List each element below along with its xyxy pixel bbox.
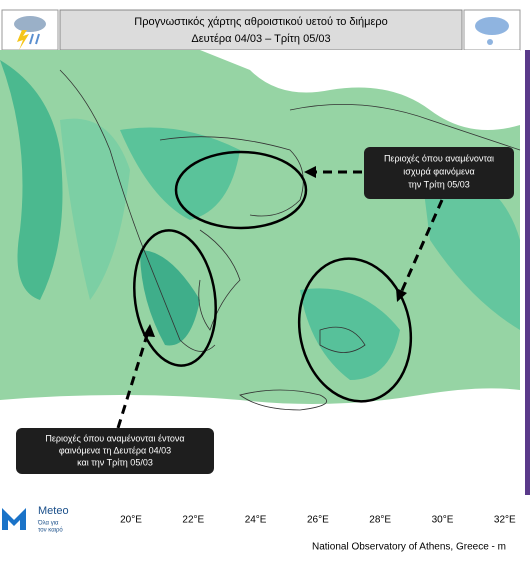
title-line: Προγνωστικός χάρτης αθροιστικού υετού το… xyxy=(134,16,387,28)
title-bar xyxy=(59,9,463,51)
rain-icon xyxy=(475,17,509,45)
lon-label: 24°E xyxy=(245,515,267,526)
logo-name: Meteo xyxy=(38,505,69,517)
logo: Meteo Όλα για τον καιρό xyxy=(2,505,69,534)
lon-labels: 20°E 22°E 24°E 26°E 28°E 30°E 32°E xyxy=(120,515,516,526)
storm-icon xyxy=(14,16,46,50)
lon-label: 28°E xyxy=(369,515,391,526)
callout-text: φαινόμενα τη Δευτέρα 04/03 xyxy=(59,445,171,455)
logo-tagline: Όλα για xyxy=(37,521,59,527)
lon-label: 20°E xyxy=(120,515,142,526)
callout-text: την Τρίτη 05/03 xyxy=(408,179,470,189)
lon-label: 32°E xyxy=(494,515,516,526)
callout-text: και την Τρίτη 05/03 xyxy=(77,457,153,467)
highlight-ellipses xyxy=(133,150,413,403)
title-line: Δευτέρα 04/03 – Τρίτη 05/03 xyxy=(191,33,330,45)
lon-label: 26°E xyxy=(307,515,329,526)
logo-tagline: τον καιρό xyxy=(38,527,63,534)
lon-label: 30°E xyxy=(432,515,454,526)
callout-box xyxy=(16,428,214,474)
lon-label: 22°E xyxy=(182,515,204,526)
callout-text: Περιοχές όπου αναμένονται έντονα xyxy=(45,433,184,443)
footer-credit: National Observatory of Athens, Greece -… xyxy=(312,542,506,553)
arrows xyxy=(116,170,444,429)
callout-box xyxy=(364,147,514,199)
callout-text: Περιοχές όπου αναμένονται xyxy=(384,153,494,163)
callout-text: ισχυρά φαινόμενα xyxy=(403,166,474,176)
arrow-heads xyxy=(143,166,407,337)
